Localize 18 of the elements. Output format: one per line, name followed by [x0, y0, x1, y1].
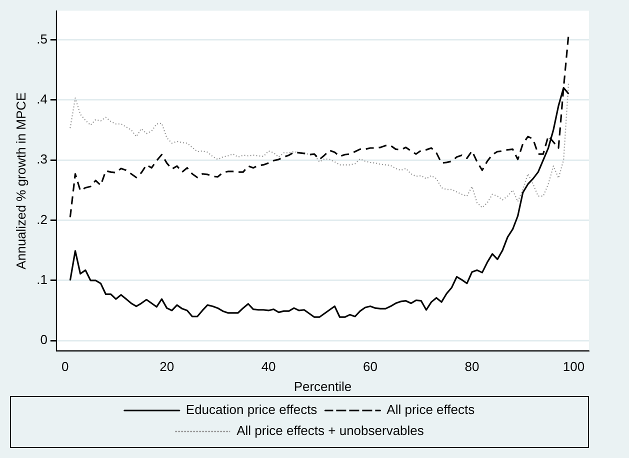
x-tick-label: 20: [160, 359, 174, 374]
x-tick-label: 60: [363, 359, 378, 374]
legend-label: Education price effects: [186, 402, 318, 418]
x-tick-label: 40: [261, 359, 276, 374]
x-tick-label: 100: [562, 359, 585, 374]
x-tick-label: 0: [61, 359, 69, 374]
y-tick-label: .4: [36, 91, 48, 106]
x-tick-label: 80: [464, 359, 480, 374]
y-tick-label: 0: [40, 332, 48, 348]
y-tick-label: .3: [36, 152, 48, 167]
x-axis-title: Percentile: [294, 378, 352, 394]
legend-label: All price effects + unobservables: [236, 423, 424, 438]
y-tick-label: .1: [36, 272, 48, 287]
y-tick-label: .2: [36, 212, 48, 227]
legend-label: All price effects: [386, 402, 476, 418]
line-series: [70, 81, 570, 208]
y-tick-label: .5: [36, 31, 48, 46]
y-axis-title: Annualized % growth in MPCE: [13, 92, 28, 270]
